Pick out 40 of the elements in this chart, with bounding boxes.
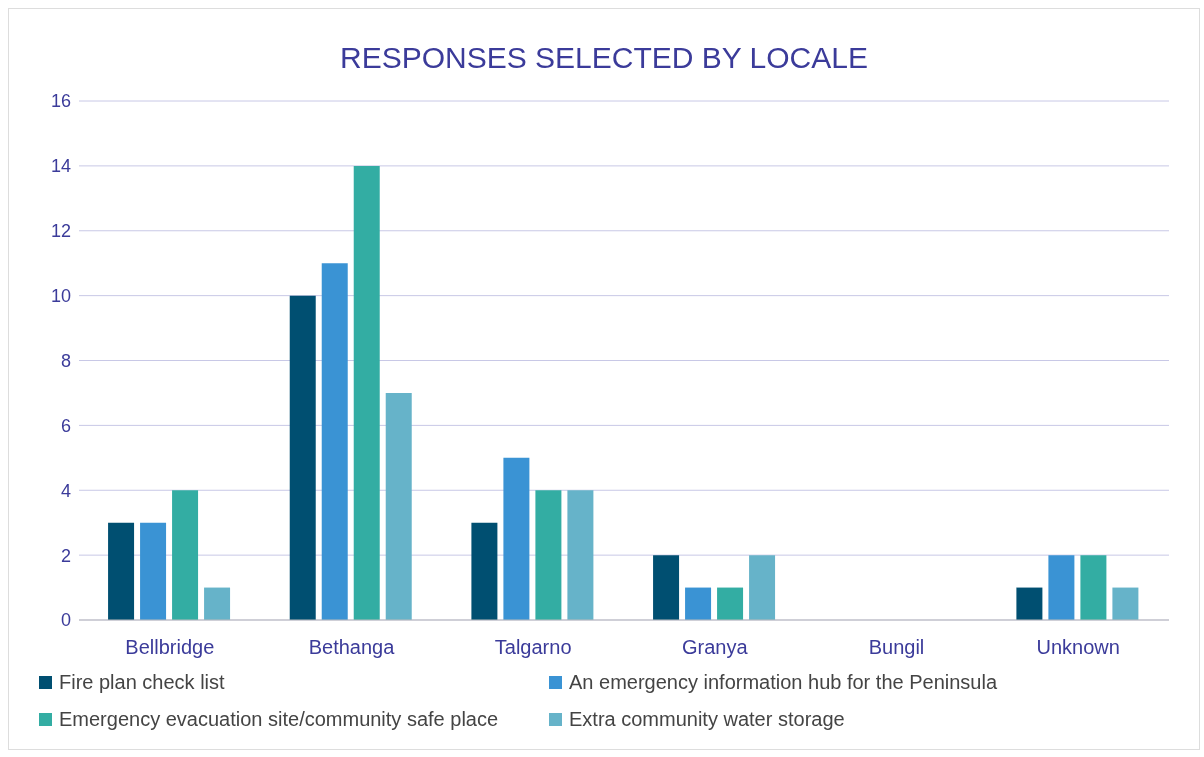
bar [567, 490, 594, 620]
bar [471, 522, 498, 620]
bar [717, 587, 744, 620]
bar [1112, 587, 1139, 620]
legend-label: An emergency information hub for the Peninsula [568, 671, 999, 694]
bar [321, 263, 348, 620]
x-tick-label: Talgarno [494, 636, 572, 659]
bar [685, 587, 712, 620]
y-tick-label: 10 [50, 286, 71, 307]
x-tick-label: Bellbridge [125, 636, 215, 659]
bar [289, 295, 316, 620]
bar [108, 522, 135, 620]
bar [535, 490, 562, 620]
legend-label: Extra community water storage [568, 708, 846, 731]
y-tick-label: 8 [60, 350, 71, 371]
legend-label: Emergency evacuation site/community safe place [58, 708, 500, 731]
x-tick-label: Bethanga [308, 636, 396, 659]
bar [749, 555, 776, 620]
bar [1080, 555, 1107, 620]
legend-label: Fire plan check list [58, 671, 226, 694]
y-tick-label: 2 [60, 545, 71, 566]
bar [140, 522, 167, 620]
bar [172, 490, 199, 620]
y-tick-label: 6 [60, 415, 71, 436]
y-tick-label: 14 [50, 156, 71, 177]
y-tick-label: 12 [50, 221, 71, 242]
bar [204, 587, 231, 620]
x-tick-label: Bungil [868, 636, 925, 659]
bar [1048, 555, 1075, 620]
y-tick-label: 16 [50, 91, 71, 112]
x-tick-label: Unknown [1036, 636, 1120, 659]
bar [653, 555, 680, 620]
y-tick-label: 4 [60, 480, 71, 501]
x-tick-label: Granya [682, 636, 749, 659]
bar [503, 457, 530, 620]
y-tick-label: 0 [60, 610, 71, 631]
bar [353, 165, 380, 620]
bar [385, 392, 412, 620]
bar [1016, 587, 1043, 620]
chart-title: RESPONSES SELECTED BY LOCALE [339, 40, 869, 76]
